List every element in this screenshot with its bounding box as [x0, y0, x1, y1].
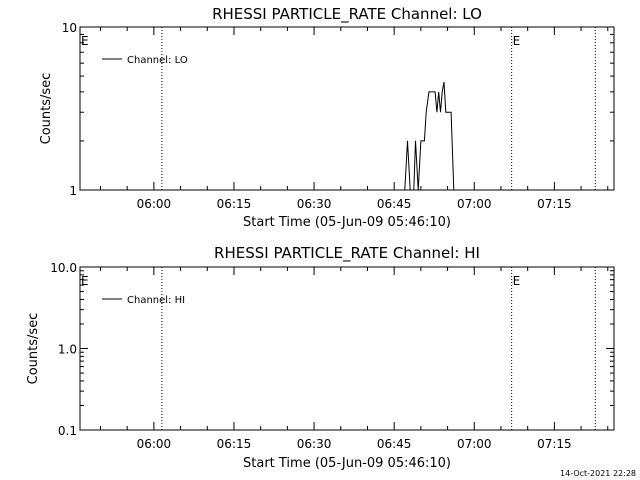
chart-0-x-tick-label: 06:45 — [377, 197, 412, 211]
chart-1-y-axis-label: Counts/sec — [26, 313, 41, 385]
chart-0-left-edge-marker: E — [81, 34, 89, 48]
chart-0-event-line-label: E — [513, 34, 521, 48]
chart-0-plot-frame — [79, 26, 615, 191]
chart-1-left-edge-marker: E — [81, 274, 89, 288]
chart-0-legend-label: Channel: LO — [127, 55, 188, 66]
chart-1-x-tick-label: 06:00 — [137, 437, 172, 451]
chart-1-x-axis-label: Start Time (05-Jun-09 05:46:10) — [243, 456, 451, 471]
chart-1-y-tick-label: 1.0 — [58, 343, 77, 357]
generation-timestamp: 14-Oct-2021 22:28 — [560, 469, 636, 478]
chart-0-x-tick-label: 06:30 — [297, 197, 332, 211]
chart-1-x-tick-label: 06:45 — [377, 437, 412, 451]
chart-0-x-tick-label: 07:15 — [537, 197, 572, 211]
chart-1-y-tick-label: 0.1 — [58, 424, 77, 438]
chart-1-x-tick-label: 07:00 — [457, 437, 492, 451]
chart-0-x-axis-label: Start Time (05-Jun-09 05:46:10) — [243, 215, 451, 230]
chart-1-plot-frame — [79, 266, 615, 431]
chart-1-x-tick-label: 06:15 — [217, 437, 252, 451]
chart-0-title: RHESSI PARTICLE_RATE Channel: LO — [212, 5, 482, 24]
chart-1-x-tick-label: 07:15 — [537, 437, 572, 451]
chart-1-y-tick-label: 10.0 — [50, 261, 77, 275]
chart-0-y-axis-label: Counts/sec — [39, 73, 54, 145]
chart-0-x-tick-label: 06:15 — [217, 197, 252, 211]
chart-0-series-0-line — [404, 81, 455, 191]
chart-1-title: RHESSI PARTICLE_RATE Channel: HI — [214, 244, 480, 263]
chart-0-x-tick-label: 07:00 — [457, 197, 492, 211]
chart-1-event-line-label: E — [513, 274, 521, 288]
chart-1-x-tick-label: 06:30 — [297, 437, 332, 451]
chart-0-x-tick-label: 06:00 — [137, 197, 172, 211]
chart-1-legend-label: Channel: HI — [127, 295, 185, 306]
chart-0-y-tick-label: 1 — [69, 184, 77, 198]
chart-0-y-tick-label: 10 — [62, 21, 77, 35]
